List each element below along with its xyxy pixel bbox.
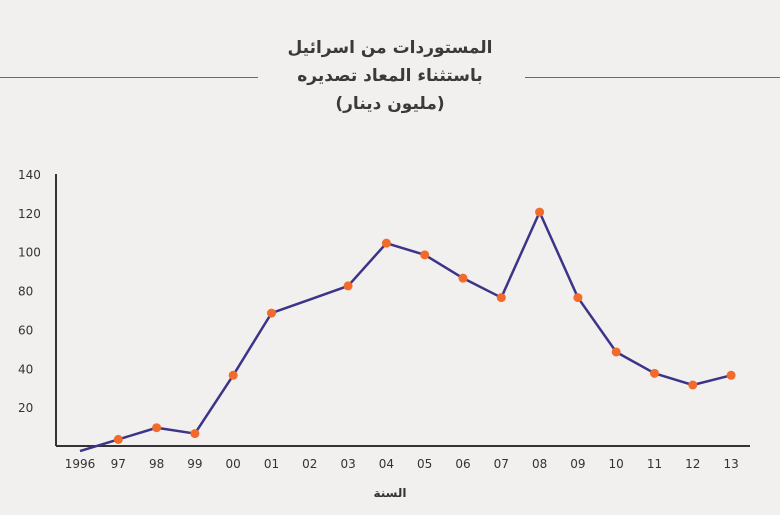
y-axis-ticks: 20 40 60 80 100 120 140 xyxy=(18,168,41,415)
data-point xyxy=(573,293,583,303)
data-point xyxy=(496,293,506,303)
y-tick-label: 80 xyxy=(18,285,33,299)
chart-axes xyxy=(55,174,750,447)
y-tick-label: 140 xyxy=(18,168,41,182)
x-tick-label: 05 xyxy=(417,457,432,471)
data-point xyxy=(113,434,123,444)
x-axis-ticks: 1996 97 98 99 00 01 02 03 04 05 06 07 08 09 10 11 12 13 xyxy=(65,457,739,471)
x-tick-label: 02 xyxy=(302,457,317,471)
data-point xyxy=(726,370,736,380)
x-tick-label: 04 xyxy=(379,457,394,471)
data-point xyxy=(650,368,659,378)
chart-title-line-3: (مليون دينار) xyxy=(335,94,445,114)
x-tick-label: 13 xyxy=(723,457,738,471)
data-point xyxy=(343,281,353,291)
x-tick-label: 12 xyxy=(685,457,700,471)
x-axis-title: السنة xyxy=(373,486,407,500)
y-tick-label: 40 xyxy=(18,362,33,376)
y-tick-label: 100 xyxy=(18,246,41,260)
x-tick-label: 08 xyxy=(532,457,547,471)
x-tick-label: 03 xyxy=(340,457,355,471)
y-tick-label: 60 xyxy=(18,323,33,337)
y-tick-label: 20 xyxy=(18,401,33,415)
y-tick-label: 120 xyxy=(18,207,41,221)
data-point xyxy=(190,429,200,439)
x-tick-label: 97 xyxy=(111,457,126,471)
data-point xyxy=(228,370,238,380)
data-point xyxy=(688,380,698,390)
x-tick-label: 07 xyxy=(494,457,509,471)
x-tick-label: 01 xyxy=(264,457,279,471)
x-tick-label: 1996 xyxy=(65,457,96,471)
x-tick-label: 98 xyxy=(149,457,164,471)
x-tick-label: 06 xyxy=(455,457,470,471)
data-point xyxy=(267,308,276,318)
data-point xyxy=(152,423,162,433)
title-rule-left xyxy=(0,77,258,78)
data-point xyxy=(611,347,621,357)
x-tick-label: 00 xyxy=(226,457,241,471)
title-rule-right xyxy=(525,77,780,78)
x-tick-label: 10 xyxy=(609,457,624,471)
x-tick-label: 11 xyxy=(647,457,662,471)
series-layer xyxy=(79,207,736,453)
data-point xyxy=(458,273,468,283)
x-tick-label: 09 xyxy=(570,457,585,471)
series-line xyxy=(79,210,732,453)
data-point xyxy=(381,238,391,248)
x-tick-label: 99 xyxy=(187,457,202,471)
chart-title-line-2: باستثناء المعاد تصديره xyxy=(297,66,483,86)
data-point xyxy=(535,207,545,217)
data-point xyxy=(420,250,430,260)
chart-title-line-1: المستوردات من اسرائيل xyxy=(287,38,493,58)
chart-title: المستوردات من اسرائيل باستثناء المعاد تص… xyxy=(0,34,780,118)
